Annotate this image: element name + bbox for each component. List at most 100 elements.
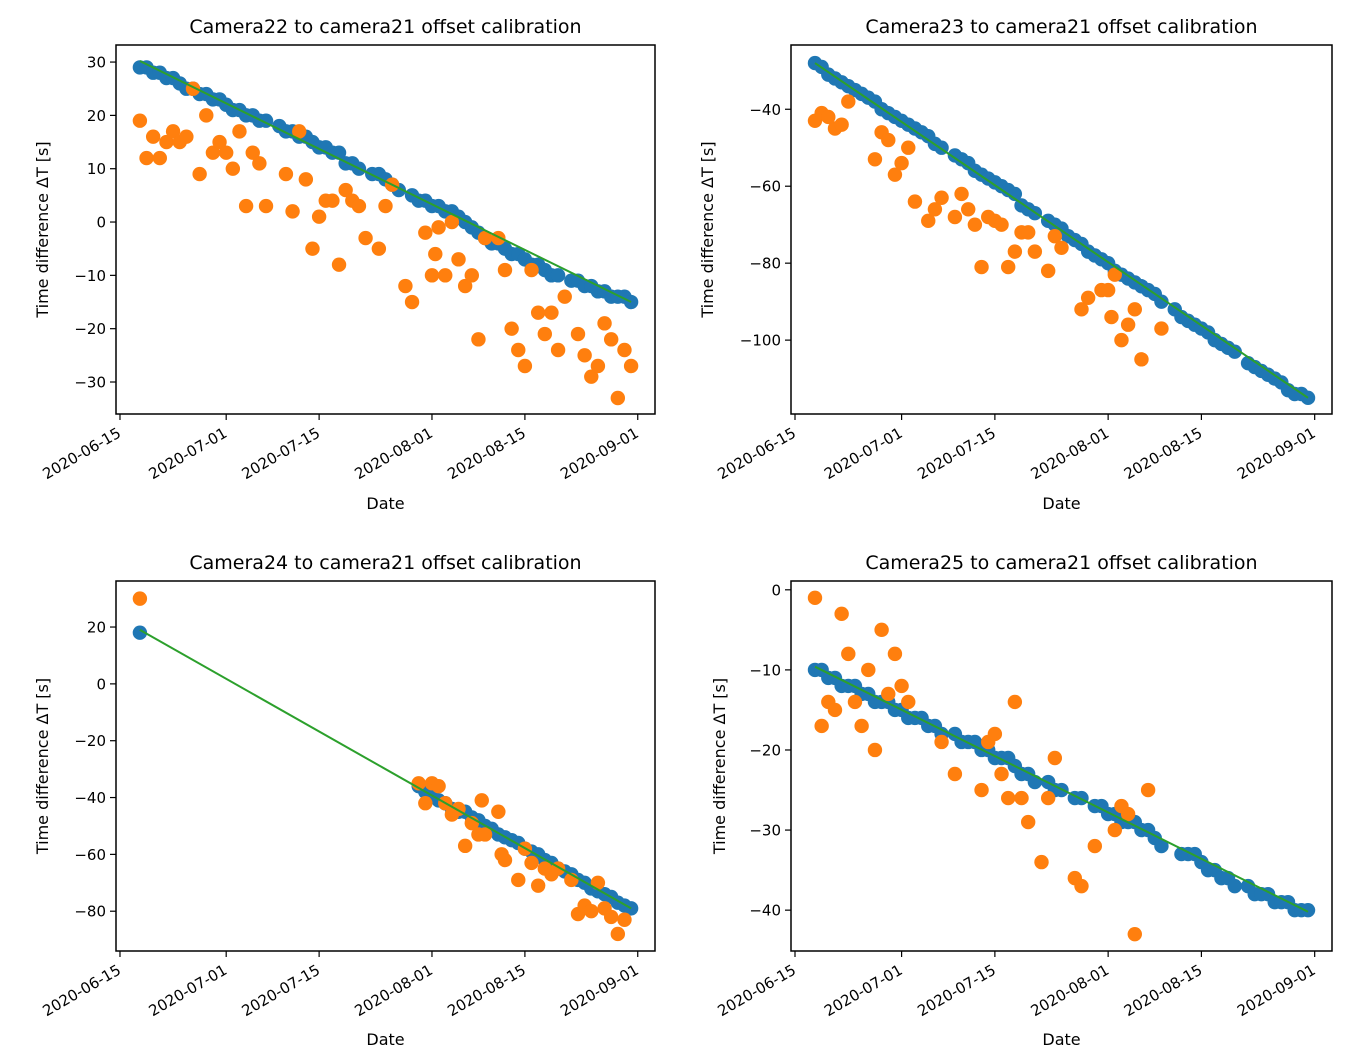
raw-point	[537, 326, 553, 342]
y-tick-label: −30	[749, 822, 781, 840]
raw-point	[1000, 259, 1016, 275]
raw-point	[530, 878, 546, 893]
raw-point	[418, 796, 433, 811]
x-tick-label: 2020-09-01	[557, 961, 642, 1020]
raw-point	[861, 662, 876, 678]
raw-point	[152, 150, 168, 166]
raw-point	[477, 827, 493, 842]
y-tick-label: 20	[87, 619, 106, 637]
subplot-3: Camera24 to camera21 offset calibration 2…	[33, 552, 656, 1049]
series-raw	[807, 590, 1156, 942]
raw-point	[544, 305, 559, 320]
y-tick-label: −100	[740, 332, 781, 350]
raw-point	[550, 342, 566, 358]
x-tick-label: 2020-09-01	[557, 424, 642, 483]
raw-point	[1020, 225, 1036, 240]
raw-point	[497, 852, 513, 868]
raw-point	[901, 694, 916, 710]
y-tick-label: −20	[74, 320, 106, 338]
raw-point	[1127, 926, 1142, 942]
x-tick-label: 2020-08-01	[1028, 424, 1113, 483]
raw-point	[921, 213, 936, 229]
raw-point	[232, 124, 247, 139]
raw-point	[431, 778, 446, 794]
subplot-1: Camera22 to camera21 offset calibration 3…	[33, 16, 656, 513]
raw-point	[457, 278, 473, 294]
y-tick-label: −80	[749, 255, 781, 273]
y-tick-label: 0	[96, 675, 106, 693]
y-tick-label: −20	[749, 741, 781, 759]
x-axis-label: Date	[1042, 1030, 1080, 1049]
raw-point	[841, 94, 856, 109]
raw-point	[847, 694, 863, 710]
raw-point	[894, 678, 909, 694]
raw-point	[438, 268, 453, 283]
raw-point	[967, 217, 983, 232]
x-tick-label: 2020-08-15	[444, 424, 529, 483]
raw-point	[212, 134, 227, 150]
subplot-2: Camera23 to camera21 offset calibration −…	[698, 16, 1333, 513]
raw-point	[1020, 814, 1036, 830]
raw-point	[292, 124, 307, 139]
y-tick-label: −20	[74, 732, 106, 750]
y-tick-label: −10	[74, 267, 106, 285]
measured-point	[550, 268, 566, 283]
raw-point	[603, 909, 619, 925]
fit-line	[139, 60, 632, 303]
x-tick-label: 2020-07-01	[146, 961, 231, 1020]
raw-point	[145, 129, 161, 144]
raw-point	[1054, 240, 1069, 255]
raw-point	[854, 718, 869, 734]
raw-point	[1114, 332, 1129, 348]
chart-title: Camera22 to camera21 offset calibration	[189, 16, 581, 38]
raw-point	[325, 193, 340, 208]
raw-point	[285, 204, 300, 219]
raw-point	[225, 161, 241, 176]
raw-point	[1140, 782, 1156, 798]
x-tick-label: 2020-08-01	[1028, 961, 1113, 1020]
raw-point	[867, 742, 883, 758]
raw-point	[165, 124, 181, 139]
raw-point	[404, 294, 420, 310]
x-tick-label: 2020-06-15	[714, 424, 799, 483]
raw-point	[517, 358, 533, 374]
raw-point	[610, 390, 626, 406]
raw-point	[1040, 790, 1056, 806]
raw-point	[530, 305, 546, 320]
y-tick-label: −10	[749, 661, 781, 679]
raw-point	[1027, 244, 1043, 259]
raw-point	[477, 230, 493, 246]
raw-point	[451, 252, 466, 267]
measured-point	[1154, 294, 1169, 309]
raw-point	[132, 591, 148, 606]
raw-point	[934, 190, 949, 205]
y-tick-label: −30	[74, 374, 106, 392]
x-axis-label: Date	[366, 494, 404, 513]
y-tick-label: 30	[87, 54, 106, 72]
raw-point	[139, 150, 154, 166]
raw-point	[1040, 263, 1056, 279]
measured-point	[1300, 390, 1316, 406]
raw-point	[1120, 806, 1136, 822]
raw-point	[894, 155, 909, 171]
raw-point	[258, 198, 274, 214]
measured-point	[1227, 878, 1242, 894]
raw-point	[1000, 790, 1016, 806]
x-tick-label: 2020-07-15	[914, 961, 999, 1020]
raw-point	[927, 202, 943, 217]
raw-point	[464, 268, 479, 283]
raw-point	[179, 129, 194, 144]
raw-point	[1107, 822, 1123, 838]
x-tick-label: 2020-06-15	[714, 961, 799, 1020]
raw-point	[821, 109, 836, 125]
chart-title: Camera25 to camera21 offset calibration	[865, 552, 1257, 574]
raw-point	[474, 793, 489, 808]
x-tick-label: 2020-07-15	[239, 424, 324, 483]
raw-point	[934, 734, 949, 750]
raw-point	[1154, 321, 1169, 336]
raw-point	[597, 316, 612, 331]
raw-point	[590, 358, 606, 374]
x-tick-label: 2020-09-01	[1234, 424, 1319, 483]
x-tick-label: 2020-06-15	[39, 424, 124, 483]
raw-point	[218, 145, 234, 160]
